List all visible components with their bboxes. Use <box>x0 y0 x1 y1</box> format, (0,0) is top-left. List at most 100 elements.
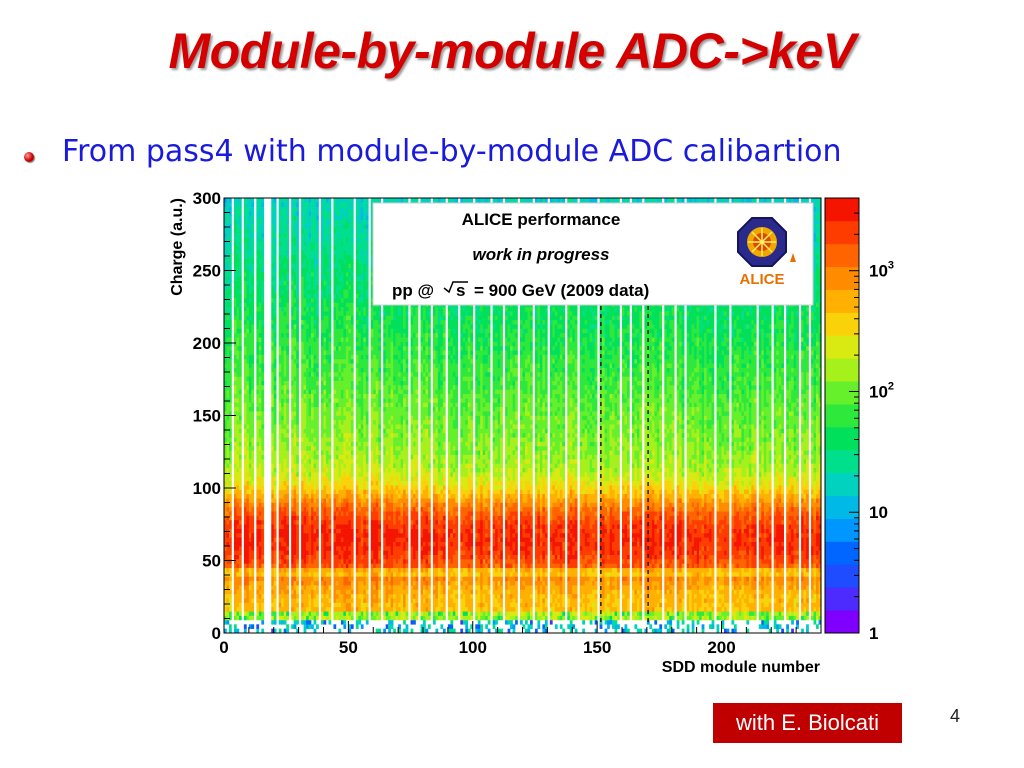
heatmap-cell <box>233 306 237 312</box>
heatmap-cell <box>308 298 312 303</box>
heatmap-cell <box>301 485 304 490</box>
heatmap-cell <box>306 606 309 612</box>
heatmap-cell <box>323 611 327 616</box>
heatmap-cell <box>306 276 309 281</box>
heatmap-cell <box>335 576 339 582</box>
heatmap-cell <box>273 263 277 268</box>
heatmap-cell <box>308 232 312 238</box>
heatmap-cell <box>233 598 237 603</box>
heatmap-cell <box>306 293 309 299</box>
heatmap-cell <box>303 450 307 455</box>
heatmap-cell <box>350 615 354 621</box>
heatmap-cell <box>313 589 317 595</box>
heatmap-cell <box>251 524 255 529</box>
heatmap-cell <box>358 445 362 451</box>
heatmap-cell <box>293 493 297 499</box>
heatmap-cell <box>301 550 304 555</box>
heatmap-cell <box>321 232 324 238</box>
heatmap-cell <box>283 328 287 334</box>
heatmap-cell <box>226 350 230 355</box>
heatmap-cell <box>338 367 342 373</box>
heatmap-cell <box>281 563 284 569</box>
heatmap-cell <box>273 232 277 238</box>
heatmap-cell <box>311 385 314 390</box>
heatmap-cell <box>360 276 364 281</box>
heatmap-cell <box>365 311 369 316</box>
heatmap-cell <box>335 432 339 438</box>
heatmap-cell <box>338 511 342 516</box>
heatmap-cell <box>323 480 327 486</box>
heatmap-cell <box>283 511 287 516</box>
heatmap-cell <box>348 485 352 490</box>
heatmap-cell <box>316 528 319 534</box>
heatmap-cell <box>293 354 297 360</box>
heatmap-cell <box>370 241 374 247</box>
heatmap-cell <box>228 615 232 621</box>
heatmap-cell <box>360 498 364 503</box>
heatmap-cell <box>258 602 262 608</box>
heatmap-cell <box>343 541 347 547</box>
heatmap-cell <box>383 515 386 521</box>
heatmap-cell <box>291 559 294 564</box>
heatmap-cell <box>383 402 386 408</box>
heatmap-cell <box>335 567 339 573</box>
heatmap-cell <box>248 328 252 334</box>
heatmap-cell <box>233 515 237 521</box>
heatmap-cell <box>375 385 379 390</box>
heatmap-cell <box>296 459 299 464</box>
heatmap-cell <box>335 367 339 373</box>
heatmap-cell <box>251 519 255 525</box>
heatmap-cell <box>325 254 329 260</box>
heatmap-cell <box>293 515 297 521</box>
heatmap-cell <box>345 459 349 464</box>
heatmap-cell <box>335 215 339 221</box>
heatmap-cell <box>350 293 354 299</box>
heatmap-cell <box>340 398 344 403</box>
heatmap-cell <box>333 445 337 451</box>
heatmap-cell <box>370 467 374 473</box>
heatmap-cell <box>278 354 282 360</box>
heatmap-cell <box>273 467 277 473</box>
heatmap-cell <box>303 267 307 273</box>
heatmap-cell <box>335 450 339 455</box>
heatmap-cell <box>303 611 307 616</box>
heatmap-cell <box>333 306 337 312</box>
heatmap-cell <box>293 363 297 368</box>
heatmap-cell <box>293 341 297 347</box>
heatmap-cell <box>278 263 282 268</box>
heatmap-cell <box>233 602 237 608</box>
heatmap-cell <box>348 567 352 573</box>
heatmap-cell <box>340 432 344 438</box>
heatmap-cell <box>350 576 354 582</box>
heatmap-cell <box>236 432 240 438</box>
heatmap-cell <box>278 232 282 238</box>
heatmap-cell <box>233 432 237 438</box>
heatmap-cell <box>311 567 314 573</box>
heatmap-cell <box>296 528 299 534</box>
heatmap-cell <box>383 537 386 542</box>
heatmap-cell <box>233 480 237 486</box>
heatmap-cell <box>365 245 369 251</box>
heatmap-cell <box>350 228 354 234</box>
heatmap-cell <box>283 498 287 503</box>
heatmap-cell <box>243 598 247 603</box>
heatmap-cell <box>355 219 359 225</box>
heatmap-cell <box>306 572 309 577</box>
heatmap-cell <box>271 267 275 273</box>
heatmap-cell <box>278 606 282 612</box>
heatmap-cell <box>375 424 379 429</box>
heatmap-cell <box>340 367 344 373</box>
heatmap-cell <box>224 276 227 281</box>
heatmap-cell <box>335 232 339 238</box>
heatmap-cell <box>303 319 307 325</box>
heatmap-cell <box>283 585 287 590</box>
heatmap-cell <box>350 541 354 547</box>
heatmap-cell <box>283 285 287 290</box>
heatmap-cell <box>348 206 352 212</box>
heatmap-cell <box>306 302 309 308</box>
heatmap-cell <box>256 393 260 399</box>
heatmap-cell <box>323 424 327 429</box>
heatmap-cell <box>363 363 367 368</box>
heatmap-cell <box>308 219 312 225</box>
heatmap-cell <box>243 372 247 377</box>
